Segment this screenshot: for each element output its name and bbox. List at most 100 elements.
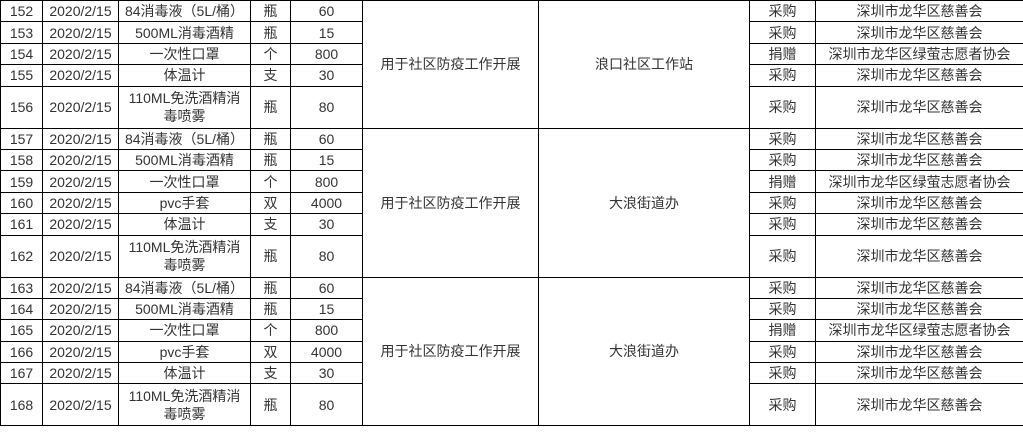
cell-method: 捐赠 — [749, 170, 816, 193]
cell-source: 深圳市龙华区绿萤志愿者协会 — [815, 42, 1023, 66]
table-row: 156 2020/2/15 110ML免洗酒精消毒喷雾瓶 80 采购 深圳市龙华区慈善会 — [0, 85, 1023, 129]
donation-table-body: 152 2020/2/15 84消毒液（5L/桶）瓶 60 用于社区防疫工作开展 浪口社区… — [0, 0, 1023, 427]
cell-row-number: 153 — [0, 21, 43, 44]
table-row: 152 2020/2/15 84消毒液（5L/桶）瓶 60 用于社区防疫工作开展 浪口社区… — [0, 0, 1023, 129]
cell-unit: 瓶 — [250, 297, 291, 321]
cell-unit: 双 — [250, 191, 291, 215]
cell-purpose: 用于社区防疫工作开展 — [362, 0, 539, 129]
cell-date: 2020/2/15 — [42, 191, 119, 215]
cell-quantity: 800 — [290, 319, 363, 342]
cell-quantity: 80 — [290, 85, 363, 129]
cell-item-name: 体温计 — [118, 213, 251, 236]
cell-method: 采购 — [749, 0, 816, 23]
cell-item-name: 84消毒液（5L/桶） — [118, 276, 251, 299]
cell-date: 2020/2/15 — [42, 362, 119, 385]
cell-purpose: 用于社区防疫工作开展 — [362, 276, 539, 427]
table-row: 161 2020/2/15 体温计支 30 采购 深圳市龙华区慈善会 — [0, 213, 1023, 236]
cell-source: 深圳市龙华区慈善会 — [815, 276, 1023, 299]
cell-row-number: 159 — [0, 170, 43, 193]
cell-row-number: 154 — [0, 42, 43, 66]
cell-unit: 瓶 — [250, 383, 291, 427]
cell-row-number: 164 — [0, 297, 43, 321]
cell-method: 捐赠 — [749, 319, 816, 342]
cell-source: 深圳市龙华区慈善会 — [815, 340, 1023, 364]
cell-method: 采购 — [749, 148, 816, 172]
cell-method: 采购 — [749, 127, 816, 150]
table-row: 168 2020/2/15 110ML免洗酒精消毒喷雾瓶 80 采购 深圳市龙华区慈善会 — [0, 383, 1023, 427]
cell-unit: 个 — [250, 42, 291, 66]
cell-method: 捐赠 — [749, 42, 816, 66]
cell-item-name: 110ML免洗酒精消毒喷雾 — [118, 85, 251, 129]
cell-row-number: 162 — [0, 234, 43, 278]
cell-quantity: 4000 — [290, 191, 363, 215]
cell-quantity: 800 — [290, 170, 363, 193]
cell-item-name: pvc手套 — [118, 340, 251, 364]
cell-item-name: 一次性口罩 — [118, 170, 251, 193]
cell-source: 深圳市龙华区绿萤志愿者协会 — [815, 319, 1023, 342]
cell-date: 2020/2/15 — [42, 127, 119, 150]
cell-row-number: 152 — [0, 0, 43, 23]
cell-date: 2020/2/15 — [42, 42, 119, 66]
cell-unit: 支 — [250, 362, 291, 385]
cell-unit: 支 — [250, 213, 291, 236]
cell-date: 2020/2/15 — [42, 0, 119, 23]
cell-row-number: 165 — [0, 319, 43, 342]
cell-row-number: 167 — [0, 362, 43, 385]
cell-method: 采购 — [749, 64, 816, 87]
cell-date: 2020/2/15 — [42, 276, 119, 299]
cell-source: 深圳市龙华区慈善会 — [815, 64, 1023, 87]
cell-quantity: 800 — [290, 42, 363, 66]
cell-recipient: 大浪街道办 — [538, 276, 750, 427]
cell-date: 2020/2/15 — [42, 319, 119, 342]
cell-quantity: 30 — [290, 362, 363, 385]
cell-source: 深圳市龙华区慈善会 — [815, 191, 1023, 215]
cell-date: 2020/2/15 — [42, 85, 119, 129]
cell-method: 采购 — [749, 213, 816, 236]
cell-row-number: 156 — [0, 85, 43, 129]
cell-source: 深圳市龙华区慈善会 — [815, 234, 1023, 278]
cell-source: 深圳市龙华区慈善会 — [815, 362, 1023, 385]
table-row: 155 2020/2/15 体温计支 30 采购 深圳市龙华区慈善会 — [0, 64, 1023, 87]
cell-date: 2020/2/15 — [42, 64, 119, 87]
cell-row-number: 161 — [0, 213, 43, 236]
table-row: 165 2020/2/15 一次性口罩个 800 捐赠 深圳市龙华区绿萤志愿者协会 — [0, 319, 1023, 342]
cell-date: 2020/2/15 — [42, 297, 119, 321]
cell-date: 2020/2/15 — [42, 213, 119, 236]
cell-row-number: 163 — [0, 276, 43, 299]
cell-date: 2020/2/15 — [42, 340, 119, 364]
cell-method: 采购 — [749, 234, 816, 278]
cell-row-number: 166 — [0, 340, 43, 364]
cell-quantity: 30 — [290, 64, 363, 87]
cell-unit: 个 — [250, 170, 291, 193]
cell-item-name: 110ML免洗酒精消毒喷雾 — [118, 383, 251, 427]
cell-unit: 个 — [250, 319, 291, 342]
cell-quantity: 30 — [290, 213, 363, 236]
cell-source: 深圳市龙华区慈善会 — [815, 21, 1023, 44]
cell-quantity: 4000 — [290, 340, 363, 364]
cell-source: 深圳市龙华区慈善会 — [815, 383, 1023, 427]
cell-recipient: 大浪街道办 — [538, 127, 750, 278]
cell-row-number: 158 — [0, 148, 43, 172]
cell-date: 2020/2/15 — [42, 234, 119, 278]
cell-item-name: pvc手套 — [118, 191, 251, 215]
table-row: 154 2020/2/15 一次性口罩个 800 捐赠 深圳市龙华区绿萤志愿者协会 — [0, 42, 1023, 66]
cell-item-name: 体温计 — [118, 362, 251, 385]
cell-date: 2020/2/15 — [42, 383, 119, 427]
cell-quantity: 60 — [290, 127, 363, 150]
cell-row-number: 157 — [0, 127, 43, 150]
cell-unit: 瓶 — [250, 234, 291, 278]
cell-item-name: 500ML消毒酒精 — [118, 21, 251, 44]
cell-item-name: 一次性口罩 — [118, 319, 251, 342]
cell-source: 深圳市龙华区慈善会 — [815, 85, 1023, 129]
cell-source: 深圳市龙华区慈善会 — [815, 0, 1023, 23]
cell-quantity: 80 — [290, 234, 363, 278]
cell-source: 深圳市龙华区慈善会 — [815, 297, 1023, 321]
cell-quantity: 15 — [290, 148, 363, 172]
cell-source: 深圳市龙华区慈善会 — [815, 213, 1023, 236]
cell-method: 采购 — [749, 21, 816, 44]
table-row: 163 2020/2/15 84消毒液（5L/桶）瓶 60 用于社区防疫工作开展 大浪街道… — [0, 276, 1023, 427]
cell-source: 深圳市龙华区慈善会 — [815, 127, 1023, 150]
cell-method: 采购 — [749, 191, 816, 215]
cell-item-name: 500ML消毒酒精 — [118, 148, 251, 172]
cell-unit: 瓶 — [250, 276, 291, 299]
